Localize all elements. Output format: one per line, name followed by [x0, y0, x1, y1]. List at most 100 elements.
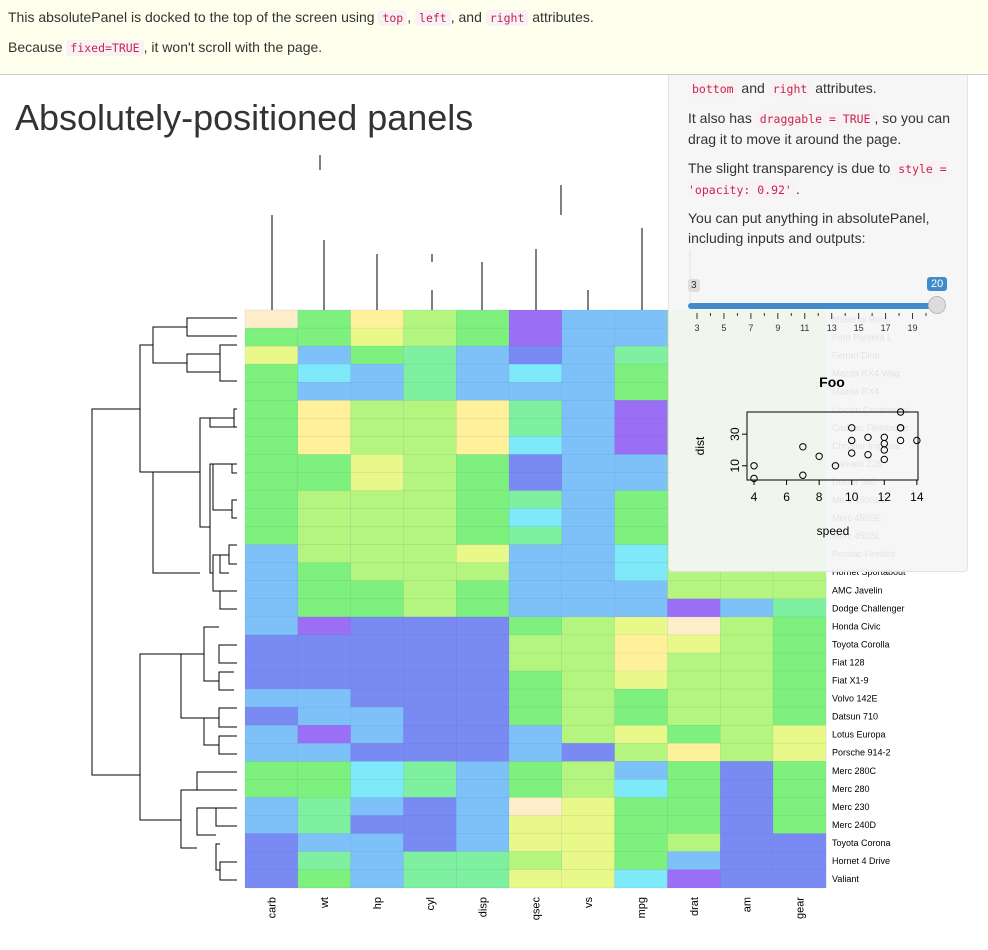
- heatmap-cell: [772, 742, 827, 762]
- heatmap-cell: [508, 779, 563, 798]
- row-dendrogram-branch: [233, 408, 237, 428]
- range-slider[interactable]: 3 20 3 5 7 9 11 13 15 17 19: [669, 75, 969, 345]
- heatmap-cell: [403, 742, 457, 762]
- heatmap-cell: [244, 436, 299, 456]
- heatmap-cell: [297, 779, 352, 798]
- row-dendrogram-branch: [218, 735, 237, 755]
- heatmap-cell: [667, 652, 721, 672]
- heatmap-cell: [667, 688, 721, 708]
- heatmap-cell: [455, 616, 510, 636]
- heatmap-cell: [508, 761, 563, 780]
- top-panel-line-2: Because fixed=TRUE, it won't scroll with…: [8, 39, 322, 56]
- drag-panel-text: , so you can drag it to move it around t…: [688, 110, 950, 147]
- drag-panel-line-1: bottom and right attributes.: [688, 78, 958, 99]
- heatmap-cell: [244, 400, 299, 419]
- heatmap-cell: [350, 797, 404, 817]
- draggable-panel[interactable]: bottom and right attributes. It also has…: [668, 75, 968, 572]
- heatmap-cell: [350, 309, 404, 329]
- heatmap-cell: [772, 833, 827, 853]
- heatmap-cell: [244, 797, 299, 817]
- heatmap-cell: [403, 327, 457, 347]
- data-point: [815, 452, 823, 460]
- slider-tick-label: 15: [854, 323, 864, 333]
- data-point: [750, 462, 758, 470]
- heatmap-cell: [561, 797, 616, 817]
- heatmap-cell: [508, 616, 563, 636]
- heatmap-cell: [244, 490, 299, 510]
- heatmap-cell: [667, 706, 721, 726]
- heatmap-cell: [561, 652, 616, 672]
- heatmap-cell: [455, 327, 510, 347]
- heatmap-cell: [772, 724, 827, 744]
- heatmap-cell: [455, 797, 510, 817]
- heatmap-cell: [614, 815, 668, 835]
- data-point: [880, 433, 888, 442]
- heatmap-cell: [350, 598, 404, 618]
- heatmap-cell: [455, 526, 510, 546]
- row-label: Datsun 710: [832, 712, 878, 722]
- heatmap-cell: [614, 418, 668, 437]
- heatmap-cell: [614, 400, 668, 419]
- heatmap-cell: [614, 454, 668, 474]
- slider-tick-label: 19: [908, 323, 918, 333]
- heatmap-cell: [244, 851, 299, 871]
- heatmap-cell: [403, 562, 457, 582]
- heatmap-cell: [350, 526, 404, 546]
- heatmap-cell: [561, 851, 616, 871]
- heatmap-cell: [719, 706, 774, 726]
- heatmap-cell: [297, 598, 352, 618]
- data-point: [750, 474, 758, 483]
- heatmap-cell: [244, 670, 299, 690]
- x-tick-label: 10: [845, 490, 859, 504]
- heatmap-cell: [772, 815, 827, 835]
- heatmap-cell: [297, 363, 352, 383]
- row-dendrogram-branch: [203, 626, 219, 682]
- heatmap-cell: [403, 490, 457, 510]
- heatmap-cell: [508, 815, 563, 835]
- row-dendrogram-branch: [180, 789, 197, 849]
- heatmap-cell: [719, 742, 774, 762]
- slider-handle[interactable]: [928, 296, 946, 314]
- row-dendrogram-branch: [231, 499, 237, 519]
- heatmap-cell: [719, 724, 774, 744]
- row-dendrogram-branch: [139, 653, 181, 821]
- data-point: [896, 436, 905, 445]
- heatmap-cell: [614, 652, 668, 672]
- heatmap-cell: [350, 670, 404, 690]
- heatmap-cell: [403, 400, 457, 419]
- heatmap-cell: [455, 544, 510, 564]
- heatmap-cell: [297, 544, 352, 564]
- heatmap-cell: [508, 526, 563, 546]
- heatmap-cell: [772, 634, 827, 654]
- row-label: Toyota Corolla: [832, 639, 890, 649]
- row-label: Honda Civic: [832, 621, 881, 631]
- heatmap-cell: [350, 400, 404, 419]
- heatmap-cell: [244, 381, 299, 401]
- heatmap-cell: [297, 634, 352, 654]
- heatmap-cell: [561, 742, 616, 762]
- drag-panel-text: .: [795, 181, 800, 197]
- heatmap-cell: [561, 327, 616, 347]
- heatmap-cell: [614, 851, 668, 871]
- heatmap-cell: [297, 797, 352, 817]
- heatmap-cell: [508, 472, 563, 492]
- heatmap-cell: [455, 688, 510, 708]
- heatmap-cell: [614, 472, 668, 492]
- heatmap-cell: [455, 706, 510, 726]
- heatmap-cell: [561, 706, 616, 726]
- data-point: [799, 471, 807, 479]
- heatmap-cell: [508, 797, 563, 817]
- heatmap-cell: [667, 724, 721, 744]
- heatmap-cell: [297, 327, 352, 347]
- column-label: cyl: [425, 897, 437, 910]
- heatmap-cell: [297, 616, 352, 636]
- heatmap-cell: [297, 345, 352, 365]
- row-dendrogram-branch: [199, 417, 210, 528]
- data-point: [913, 436, 921, 445]
- heatmap-cell: [772, 580, 827, 600]
- slider-tick-label: 11: [800, 323, 809, 333]
- heatmap-cell: [508, 400, 563, 419]
- heatmap-cell: [772, 670, 827, 690]
- heatmap-cell: [561, 454, 616, 474]
- slider-track[interactable]: [688, 303, 938, 309]
